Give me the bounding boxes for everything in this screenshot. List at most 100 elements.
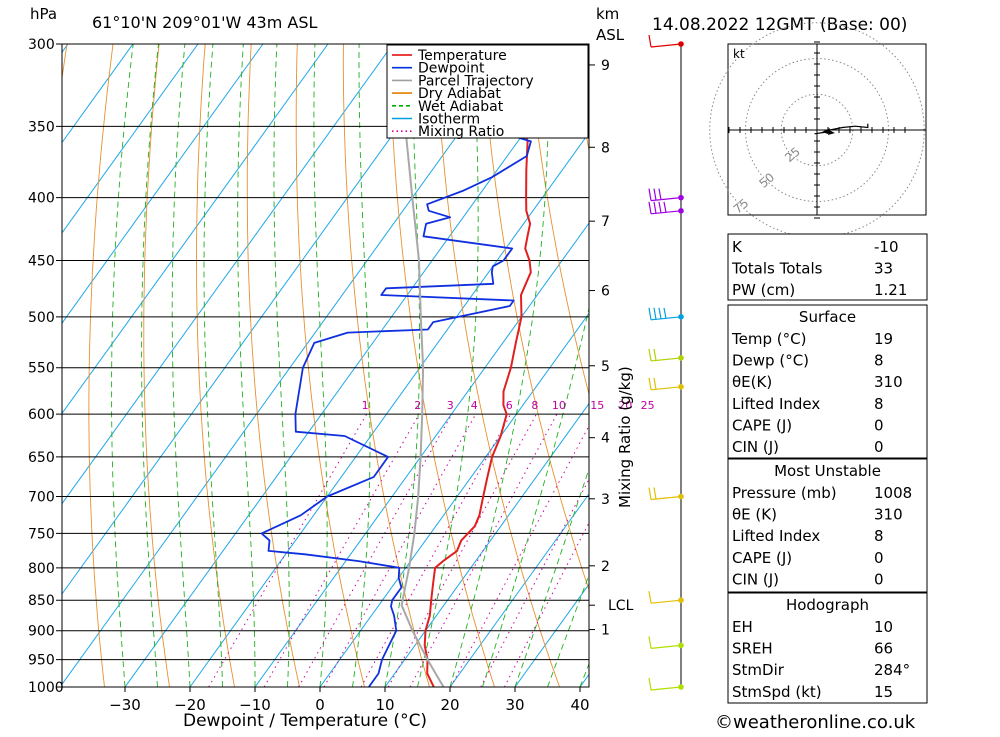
most-unstable-row-value: 310 (874, 506, 903, 524)
dry-adiabat-line (942, 44, 1000, 687)
surface-row-label: Temp (°C) (731, 330, 806, 348)
pressure-tick-label: 900 (28, 624, 55, 640)
surface-row-value: 0 (874, 438, 884, 456)
legend-label: Dry Adiabat (418, 86, 501, 102)
km-tick-label: 7 (601, 214, 610, 230)
mixing-ratio-label: 6 (506, 399, 513, 412)
isotherm-line (254, 222, 589, 687)
wind-barb-shaft (650, 599, 682, 604)
pressure-tick-label: 500 (28, 310, 55, 326)
wind-barb-feather (648, 34, 652, 48)
legend-label: Temperature (417, 48, 507, 64)
wet-adiabat-line (171, 44, 191, 687)
most-unstable-title: Most Unstable (774, 462, 881, 480)
most-unstable-row-value: 8 (874, 527, 884, 545)
wet-adiabat-line (352, 44, 371, 687)
isotherm-line (62, 44, 524, 686)
isotherm-line (62, 44, 264, 324)
mixing-ratio-label: 2 (414, 399, 421, 412)
xaxis-title: Dewpoint / Temperature (°C) (183, 711, 427, 731)
surface-row-label: θE(K) (732, 373, 772, 391)
mixing-ratio-line (387, 413, 537, 687)
most-unstable-box (727, 458, 928, 593)
pressure-tick-label: 700 (28, 490, 55, 506)
mixing-ratio-label: 25 (641, 399, 655, 412)
pressure-tick-label: 300 (28, 37, 55, 53)
legend-label: Parcel Trajectory (418, 73, 534, 89)
indices-box (727, 233, 928, 301)
asl-label: ASL (596, 26, 625, 44)
legend-label: Isotherm (418, 112, 480, 128)
hodograph-row-value: 66 (874, 640, 893, 658)
km-tick-label: 4 (601, 431, 610, 447)
wet-adiabat-line (514, 467, 589, 687)
wind-barb-feather (648, 636, 652, 649)
temperature-tick-label: −20 (174, 696, 206, 714)
wind-barb-feather (663, 201, 667, 213)
isotherm-line (62, 44, 134, 144)
hodograph-row-value: 10 (874, 618, 893, 636)
mixing-ratio-line (323, 413, 477, 687)
temperature-tick-label: 0 (315, 696, 325, 714)
isotherm-line (62, 44, 394, 505)
wind-barb-feather (653, 307, 657, 320)
wind-barb-shaft (650, 43, 682, 48)
isotherm-line (62, 44, 329, 415)
most-unstable-row-value: 0 (874, 570, 884, 588)
wind-barb-feather (648, 188, 652, 201)
index-tt-value: 33 (874, 260, 893, 278)
hodograph-row-label: StmDir (732, 661, 785, 679)
hodograph-row-label: SREH (732, 640, 773, 658)
wet-adiabat-line (417, 44, 479, 687)
wet-adiabat-line (273, 44, 290, 687)
mixing-ratio-line (409, 413, 558, 687)
pressure-tick-label: 600 (28, 407, 55, 423)
copyright[interactable]: ©weatheronline.co.uk (715, 712, 916, 733)
surface-title: Surface (799, 308, 856, 326)
mixing-ratio-label: 15 (590, 399, 604, 412)
wet-adiabat-line (203, 44, 223, 687)
wind-barb-feather (653, 201, 657, 214)
hpa-label: hPa (30, 5, 57, 23)
surface-row-value: 0 (874, 416, 884, 434)
index-tt-label: Totals Totals (731, 260, 823, 278)
isotherm-line (62, 44, 199, 234)
wind-barb-feather (648, 348, 652, 362)
most-unstable-row-value: 0 (874, 549, 884, 567)
hodograph-unit-label: kt (733, 47, 745, 61)
index-k-label: K (732, 238, 743, 256)
isotherm-line (384, 402, 589, 687)
isotherm-line (189, 131, 589, 687)
pressure-tick-label: 950 (28, 653, 55, 669)
pressure-tick-label: 550 (28, 361, 55, 377)
pressure-tick-label: 650 (28, 450, 55, 466)
wind-barb-feather (648, 591, 652, 604)
wind-barb-feather (648, 377, 652, 390)
pressure-tick-label: 1000 (28, 680, 64, 696)
temperature-tick-label: 20 (440, 696, 459, 714)
wind-barb-feather (658, 188, 662, 200)
pressure-tick-label: 800 (28, 561, 55, 577)
mixing-ratio-title: Mixing Ratio (g/kg) (616, 366, 634, 508)
wind-barb-feather (648, 201, 652, 214)
wet-adiabat-line (384, 44, 421, 687)
pressure-tick-label: 350 (28, 119, 55, 135)
temperature-tick-label: −30 (109, 696, 141, 714)
legend-label: Dewpoint (418, 61, 485, 77)
km-tick-label: 2 (601, 559, 610, 575)
surface-row-value: 8 (874, 395, 884, 413)
isotherm-line (0, 44, 3, 687)
most-unstable-row-label: CIN (J) (732, 570, 779, 588)
wind-barb-feather (663, 307, 667, 319)
dry-adiabat-line (988, 44, 1000, 687)
mixing-ratio-label: 4 (471, 399, 478, 412)
wind-barb-shaft (650, 644, 682, 649)
mixing-ratio-label: 3 (447, 399, 454, 412)
wind-barb-feather (658, 307, 662, 319)
wet-adiabat-line (547, 573, 589, 687)
surface-row-value: 19 (874, 330, 893, 348)
mixing-ratio-label: 10 (552, 399, 566, 412)
wind-barb-feather (648, 487, 652, 500)
dry-adiabat-line (88, 44, 114, 687)
temperature-tick-label: −10 (239, 696, 271, 714)
